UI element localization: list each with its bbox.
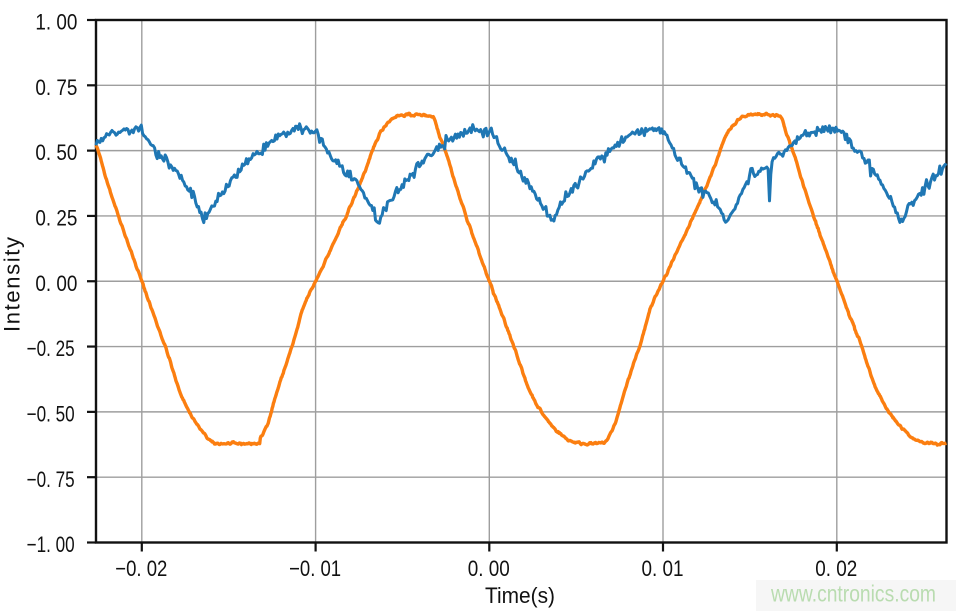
svg-text:0. 75: 0. 75	[35, 75, 77, 100]
svg-text:0. 02: 0. 02	[815, 556, 857, 581]
svg-text:−0. 02: −0. 02	[115, 556, 167, 581]
svg-text:Time(s): Time(s)	[485, 583, 555, 608]
svg-text:www.cntronics.com: www.cntronics.com	[770, 581, 936, 607]
svg-text:1. 00: 1. 00	[35, 10, 77, 35]
svg-text:0. 01: 0. 01	[642, 556, 684, 581]
svg-text:−0. 25: −0. 25	[27, 336, 75, 361]
svg-text:0. 25: 0. 25	[35, 206, 77, 231]
svg-text:0. 50: 0. 50	[35, 140, 77, 165]
svg-text:−0. 75: −0. 75	[27, 467, 75, 492]
svg-text:0. 00: 0. 00	[468, 556, 510, 581]
svg-text:−0. 50: −0. 50	[27, 402, 75, 427]
svg-text:0. 00: 0. 00	[35, 271, 77, 296]
svg-text:−1. 00: −1. 00	[27, 532, 75, 557]
svg-text:−0. 01: −0. 01	[289, 556, 341, 581]
svg-text:Intensity: Intensity	[0, 237, 25, 332]
